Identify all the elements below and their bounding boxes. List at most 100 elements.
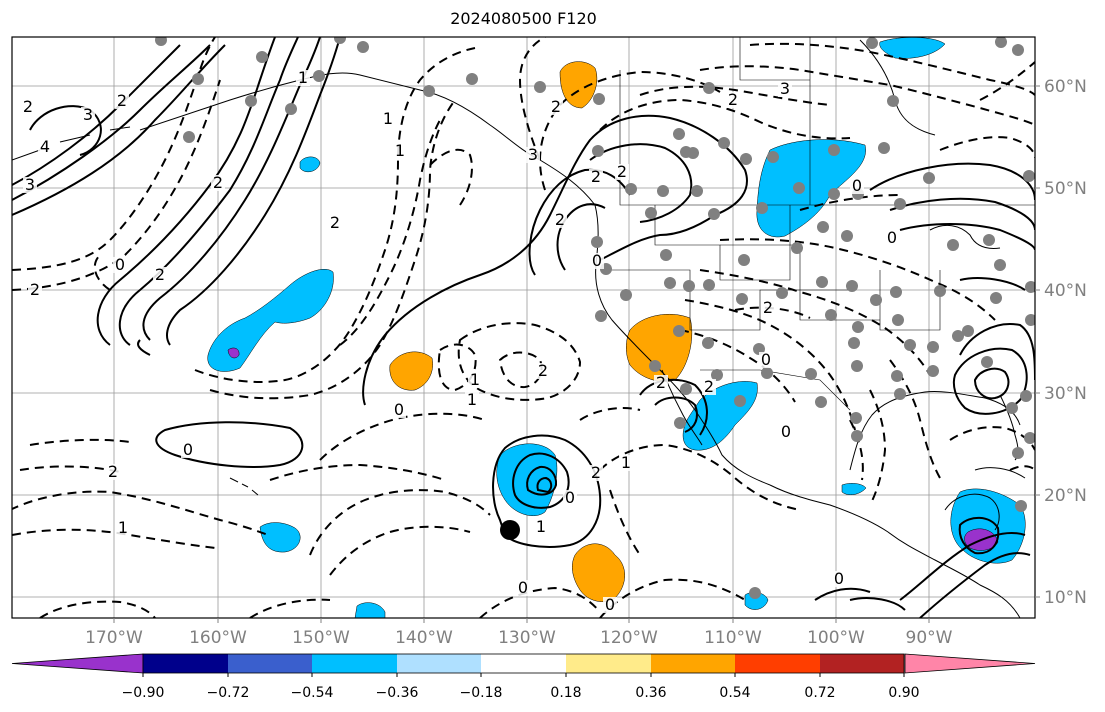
contour-label: 2	[117, 91, 127, 110]
contour-label-bg	[516, 580, 530, 596]
lon-label-160w: 160°W	[189, 628, 247, 648]
lon-label-150w: 150°W	[292, 628, 350, 648]
longitude-labels: 170°W 160°W 150°W 140°W 130°W 120°W 110°…	[85, 628, 953, 648]
contour-label-bg	[563, 490, 577, 506]
lon-label-90w: 90°W	[906, 628, 953, 648]
contour-label: 0	[605, 595, 615, 614]
station-dots	[155, 37, 1035, 599]
colorbar-tick-label: −0.36	[376, 685, 419, 701]
lon-label-170w: 170°W	[85, 628, 143, 648]
colorbar-cell	[228, 654, 312, 673]
contour-label: 1	[298, 68, 308, 87]
shade-blue-pacific-west	[207, 269, 334, 372]
hawaii	[229, 477, 259, 496]
colorbar-cell	[651, 654, 735, 673]
contour-label: 0	[394, 400, 404, 419]
contour-label: 0	[592, 251, 602, 270]
cuba	[974, 467, 1026, 479]
colorbar-cell	[566, 654, 651, 673]
colorbar: −0.90 −0.72 −0.54 −0.36 −0.18 0.18 0.36 0.54 0.7…	[11, 653, 1036, 701]
storm-center-marker	[500, 520, 520, 540]
colorbar-extend-min	[11, 653, 144, 674]
contour-label-bg	[23, 177, 37, 193]
colorbar-tick-label: 0.72	[804, 685, 835, 701]
contour-label-bg	[115, 93, 129, 109]
axis-ticks	[113, 85, 1040, 623]
contour-label: 2	[155, 265, 165, 284]
contour-label-bg	[779, 424, 793, 440]
contour-label: 0	[183, 440, 193, 459]
contour-label-bg	[181, 442, 195, 458]
contour-label-bg	[116, 520, 130, 536]
contour-label: 2	[108, 462, 118, 481]
contour-label: 3	[528, 145, 538, 164]
gridlines	[12, 37, 1035, 618]
contour-label: 0	[761, 350, 771, 369]
map-area	[12, 37, 1035, 618]
lat-label-50: 50°N	[1044, 179, 1087, 199]
great-lakes	[929, 224, 1001, 249]
contour-label: 1	[383, 109, 393, 128]
colorbar-tick-label: 0.36	[635, 685, 666, 701]
contour-label-bg	[328, 215, 342, 231]
contour-label: 0	[887, 228, 897, 247]
contour-label: 1	[536, 517, 546, 536]
colorbar-extend-max	[904, 653, 1036, 674]
contour-label-bg	[590, 253, 604, 269]
contour-label-bg	[832, 571, 846, 587]
contour-label: 2	[30, 280, 40, 299]
contour-label-bg	[106, 464, 120, 480]
contour-label-bg	[465, 392, 479, 408]
shade-blue-south1	[354, 602, 386, 618]
contour-label: 0	[852, 176, 862, 195]
contour-label: 1	[467, 390, 477, 409]
colorbar-cell	[820, 654, 904, 673]
contour-label: 1	[470, 370, 480, 389]
contour-label: 2	[555, 210, 565, 229]
contour-label: 0	[518, 578, 528, 597]
gulf-coast	[849, 391, 1021, 471]
contour-label-bg	[589, 465, 603, 481]
contour-label-bg	[381, 111, 395, 127]
contour-label: 4	[40, 137, 50, 156]
colorbar-tick-label: −0.90	[122, 685, 165, 701]
colorbar-cell	[397, 654, 481, 673]
yucatan	[944, 493, 1000, 531]
contour-label-bg	[38, 139, 52, 155]
contour-label: 2	[330, 213, 340, 232]
colorbar-tick-label: −0.18	[460, 685, 503, 701]
contour-label: 2	[591, 167, 601, 186]
borders	[600, 37, 1035, 411]
contour-label-bg	[553, 212, 567, 228]
colorbar-cell	[312, 654, 397, 673]
contour-label: 2	[551, 97, 561, 116]
lat-label-20: 20°N	[1044, 486, 1087, 506]
contour-label-bg	[619, 455, 633, 471]
contour-label-bg	[726, 92, 740, 108]
shade-orange-pacific	[389, 351, 433, 391]
lon-label-120w: 120°W	[600, 628, 658, 648]
contour-label-bg	[603, 597, 617, 613]
lat-label-10: 10°N	[1044, 588, 1087, 608]
colorbar-frame	[142, 653, 905, 674]
colorbar-tick-label: 0.54	[719, 685, 750, 701]
contour-label: 0	[565, 488, 575, 507]
latitude-labels: 60°N 50°N 40°N 30°N 20°N 10°N	[1044, 77, 1087, 608]
contour-label: 2	[763, 298, 773, 317]
contour-label-bg	[778, 81, 792, 97]
contour-label: 1	[395, 141, 405, 160]
lon-label-140w: 140°W	[395, 628, 453, 648]
contour-label-bg	[850, 178, 864, 194]
mexico-coast	[769, 484, 1021, 618]
contour-label-bg	[526, 147, 540, 163]
contour-label-bg	[296, 70, 310, 86]
lat-label-30: 30°N	[1044, 384, 1087, 404]
contour-label-bg	[21, 99, 35, 115]
contour-label-bg	[211, 175, 225, 191]
contour-label-bg	[113, 257, 127, 273]
contour-label: 0	[781, 422, 791, 441]
contour-label-bg	[759, 352, 773, 368]
solid-contours	[12, 37, 1035, 618]
contour-label: 1	[621, 453, 631, 472]
